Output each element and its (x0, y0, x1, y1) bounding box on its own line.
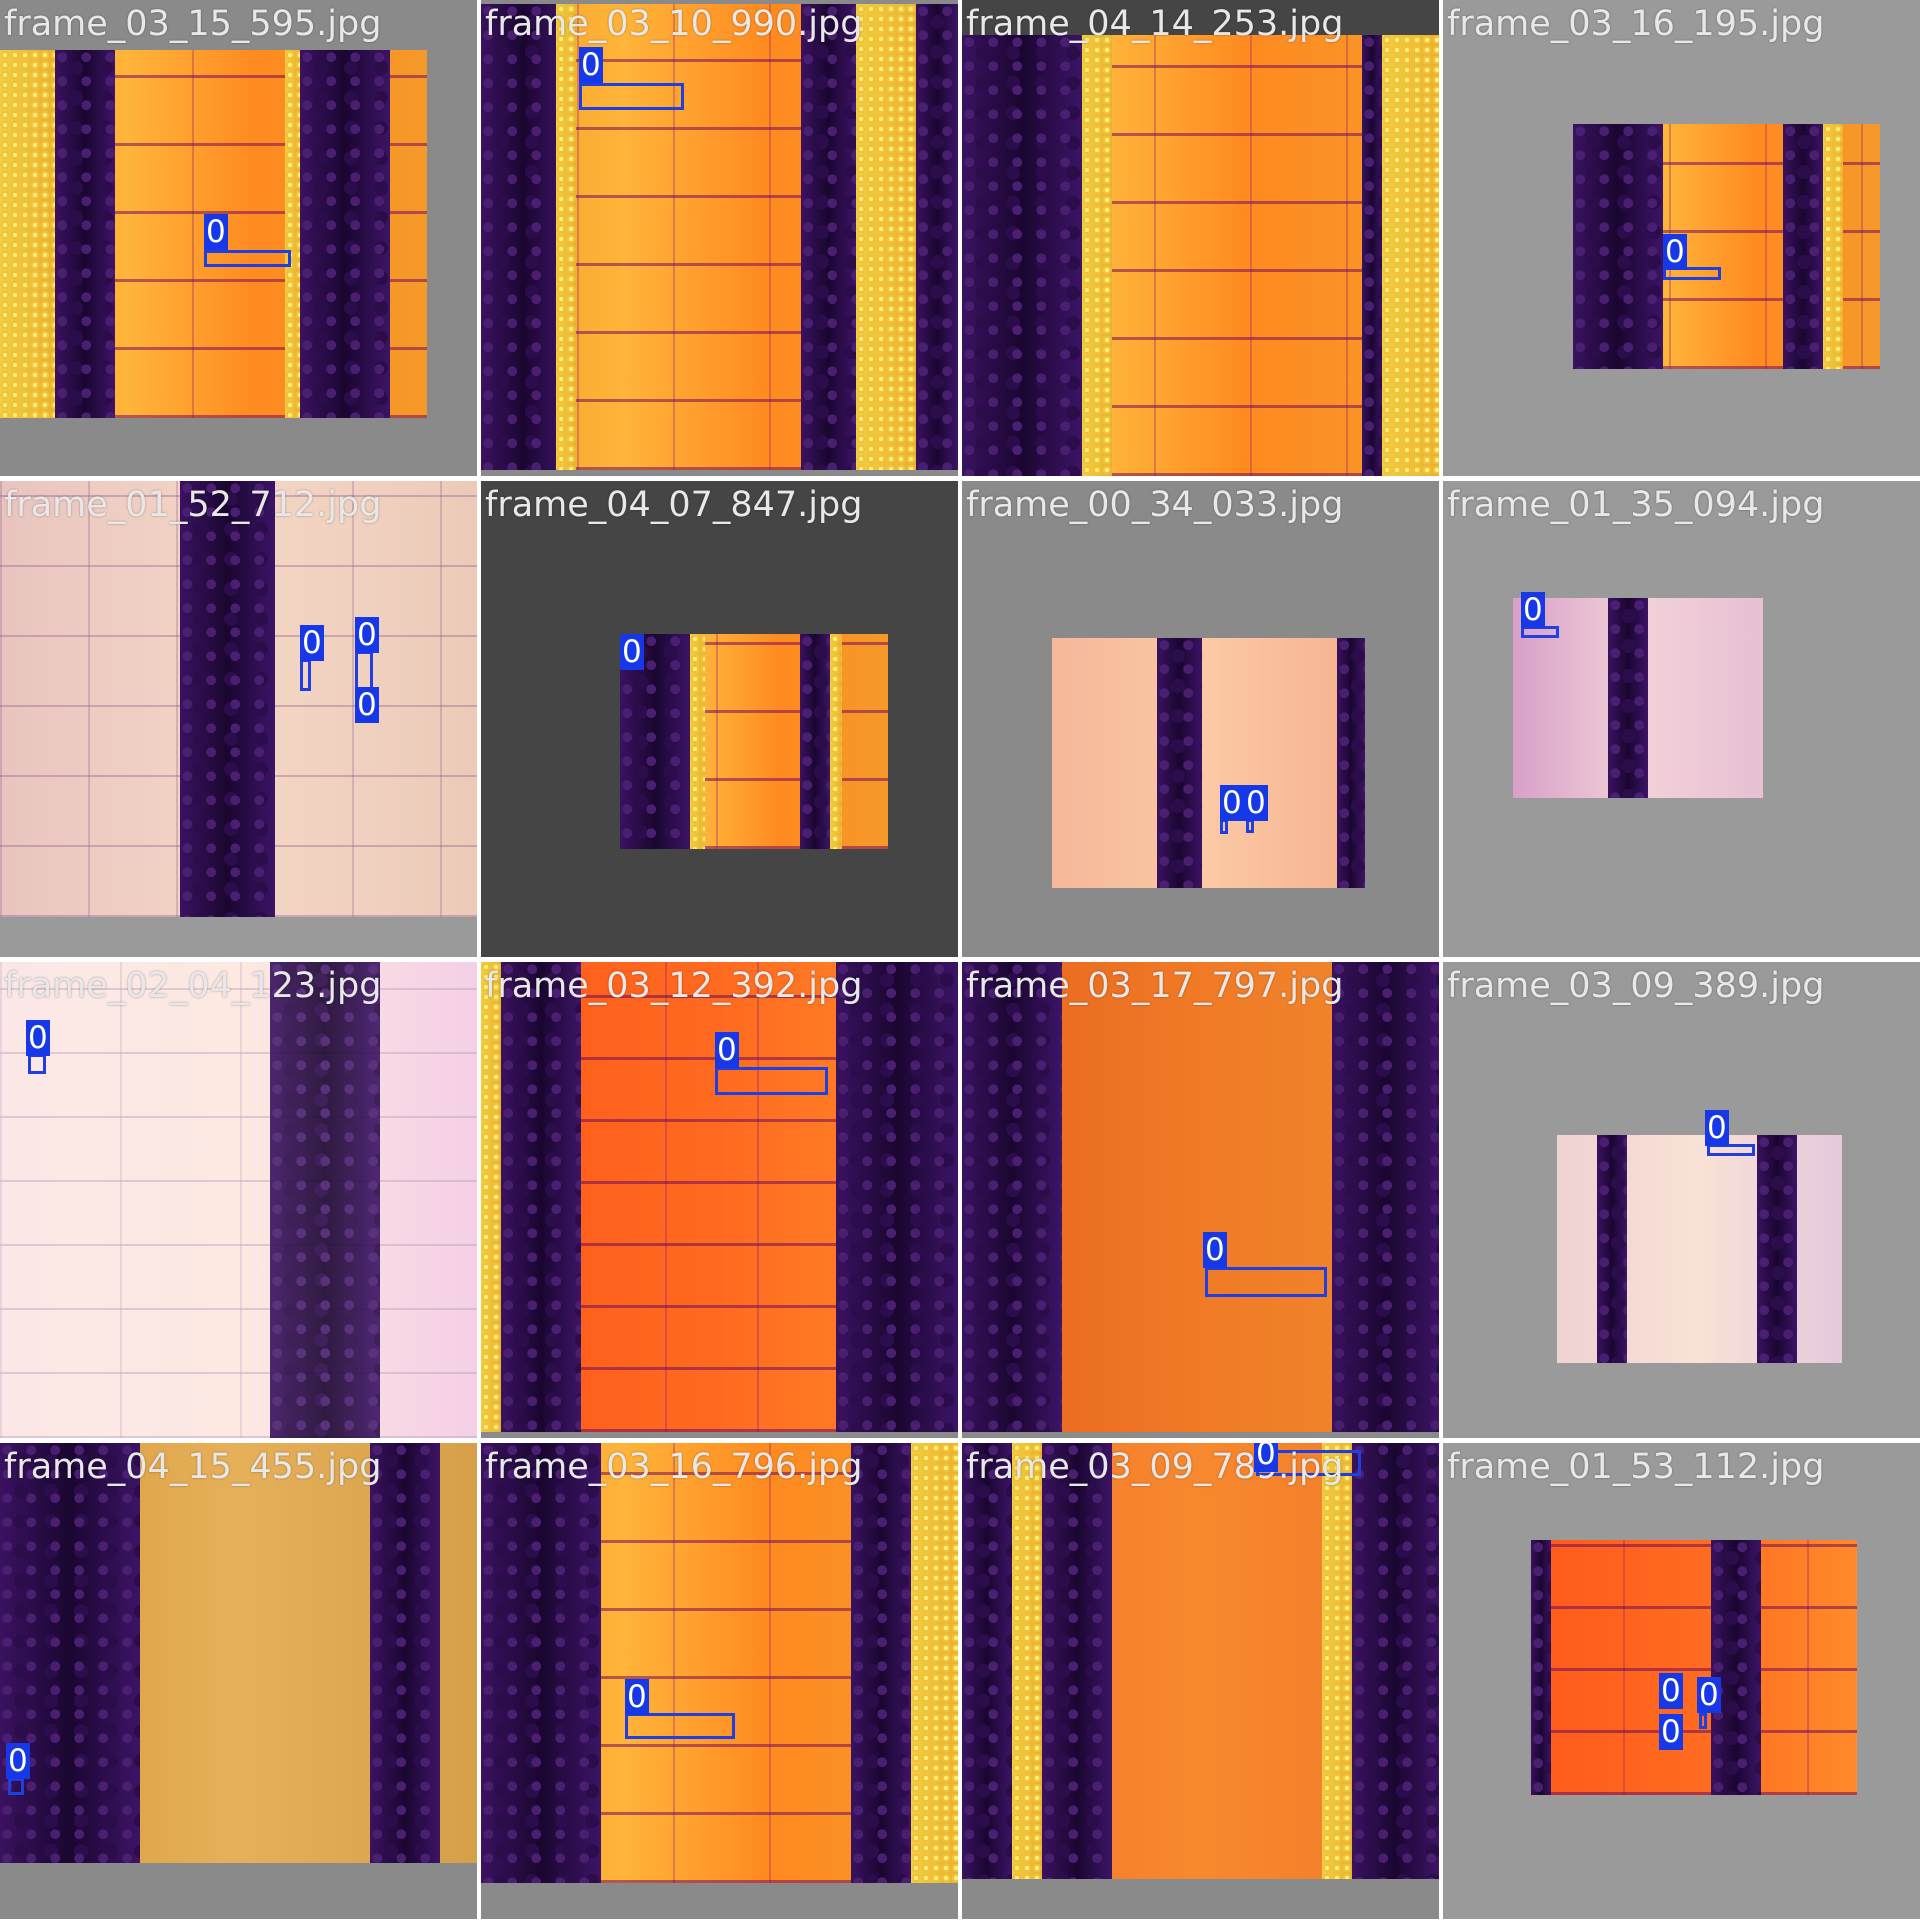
class-label: 0 (1203, 1232, 1227, 1268)
class-label: 0 (1659, 1714, 1683, 1750)
class-label: 0 (1705, 1110, 1729, 1146)
tile-frame-03-16-195: frame_03_16_195.jpg 0 (1443, 0, 1920, 476)
thermal-image (0, 50, 427, 418)
detection-box (1220, 819, 1228, 834)
class-label: 0 (625, 1679, 649, 1715)
class-label: 0 (1697, 1677, 1721, 1713)
class-label: 0 (1220, 785, 1244, 821)
filename-label: frame_04_07_847.jpg (485, 485, 863, 525)
class-label: 0 (1663, 234, 1687, 270)
filename-label: frame_03_10_990.jpg (485, 4, 863, 44)
thermal-image (0, 962, 477, 1438)
detection-box (8, 1778, 24, 1795)
filename-label: frame_01_53_112.jpg (1447, 1447, 1825, 1487)
detection-box (715, 1067, 828, 1095)
tile-frame-03-12-392: frame_03_12_392.jpg 0 (481, 962, 958, 1438)
detection-box (1663, 267, 1721, 280)
thermal-image (1531, 1540, 1857, 1795)
filename-label: frame_01_35_094.jpg (1447, 485, 1825, 525)
tile-frame-03-09-389: frame_03_09_389.jpg 0 (1443, 962, 1920, 1438)
filename-label: frame_03_15_595.jpg (4, 4, 382, 44)
thermal-image (1573, 124, 1880, 369)
thermal-image (481, 4, 958, 470)
thermal-image (1052, 638, 1365, 888)
thermal-image (1557, 1135, 1842, 1363)
class-label: 0 (579, 47, 603, 83)
tile-frame-03-16-796: frame_03_16_796.jpg 0 (481, 1443, 958, 1919)
filename-label: frame_00_34_033.jpg (966, 485, 1344, 525)
filename-label: frame_02_04_123.jpg (4, 966, 382, 1006)
thermal-image (1513, 598, 1763, 798)
filename-label: frame_03_12_392.jpg (485, 966, 863, 1006)
thermal-image (620, 634, 888, 849)
thermal-image (962, 1443, 1439, 1879)
detection-box (28, 1054, 46, 1074)
tile-frame-03-10-990: frame_03_10_990.jpg 0 (481, 0, 958, 476)
tile-frame-03-17-797: frame_03_17_797.jpg 0 (962, 962, 1439, 1438)
detection-box (625, 1713, 735, 1739)
filename-label: frame_03_16_195.jpg (1447, 4, 1825, 44)
tile-frame-00-34-033: frame_00_34_033.jpg 0 0 (962, 481, 1439, 957)
class-label: 0 (355, 617, 379, 653)
tile-frame-04-14-253: frame_04_14_253.jpg (962, 0, 1439, 476)
detection-box (1205, 1267, 1327, 1297)
class-label: 0 (620, 634, 644, 670)
detection-box (1246, 819, 1254, 833)
class-label: 0 (26, 1020, 50, 1056)
filename-label: frame_03_09_789.jpg (966, 1447, 1344, 1487)
class-label: 0 (1244, 785, 1268, 821)
thermal-image (962, 962, 1439, 1432)
class-label: 0 (1659, 1673, 1683, 1709)
thermal-image (962, 35, 1439, 476)
tile-frame-03-09-789: frame_03_09_789.jpg 0 (962, 1443, 1439, 1919)
detection-box (1707, 1144, 1755, 1156)
thermal-image (0, 481, 477, 917)
class-label: 0 (204, 214, 228, 250)
detection-box (1699, 1713, 1707, 1729)
tile-frame-01-35-094: frame_01_35_094.jpg 0 (1443, 481, 1920, 957)
class-label: 0 (715, 1032, 739, 1068)
thermal-image (481, 1443, 958, 1883)
filename-label: frame_01_52_712.jpg (4, 485, 382, 525)
tile-frame-01-53-112: frame_01_53_112.jpg 0 0 0 (1443, 1443, 1920, 1919)
thermal-image (0, 1443, 477, 1863)
tile-frame-02-04-123: frame_02_04_123.jpg 0 (0, 962, 477, 1438)
filename-label: frame_03_16_796.jpg (485, 1447, 863, 1487)
class-label: 0 (1254, 1443, 1278, 1472)
class-label: 0 (300, 625, 324, 661)
class-label: 0 (355, 687, 379, 723)
detection-box (579, 83, 684, 110)
filename-label: frame_04_15_455.jpg (4, 1447, 382, 1487)
filename-label: frame_03_09_389.jpg (1447, 966, 1825, 1006)
class-label: 0 (1521, 592, 1545, 628)
detection-box (204, 250, 291, 267)
class-label: 0 (6, 1743, 30, 1779)
detection-box (300, 659, 311, 691)
tile-frame-01-52-712: frame_01_52_712.jpg 0 0 0 (0, 481, 477, 957)
tile-frame-03-15-595: frame_03_15_595.jpg 0 (0, 0, 477, 476)
tile-frame-04-07-847: frame_04_07_847.jpg 0 (481, 481, 958, 957)
tile-frame-04-15-455: frame_04_15_455.jpg 0 (0, 1443, 477, 1919)
filename-label: frame_04_14_253.jpg (966, 4, 1344, 44)
filename-label: frame_03_17_797.jpg (966, 966, 1344, 1006)
